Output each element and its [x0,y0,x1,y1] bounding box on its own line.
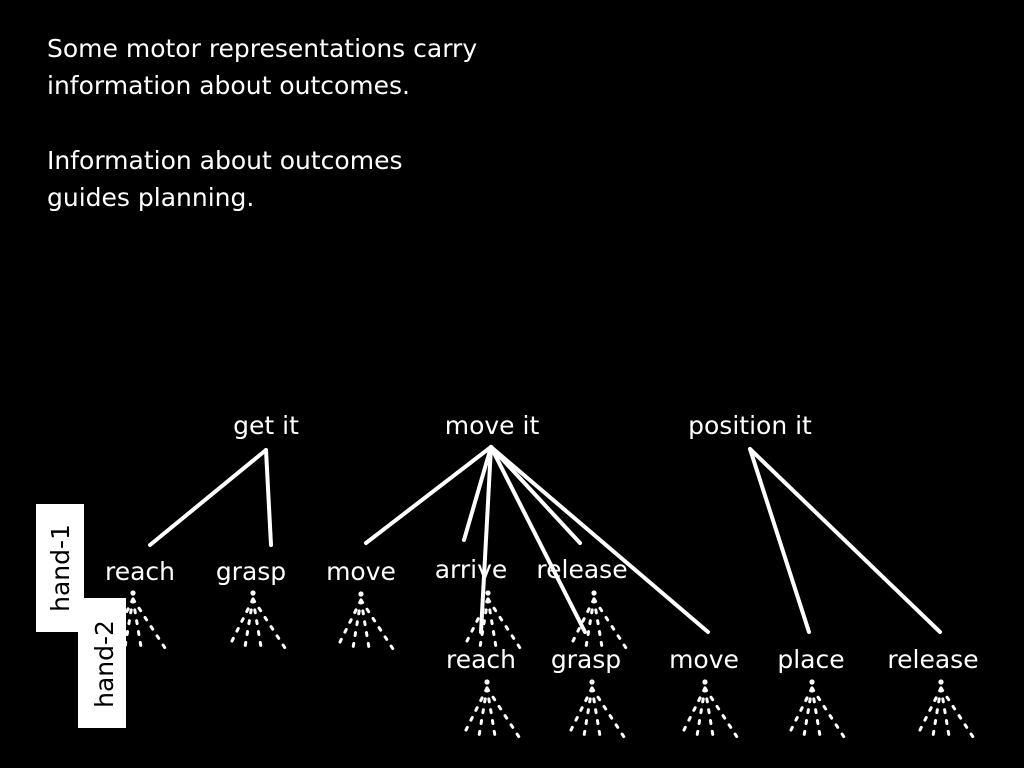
fan-dotted-ray [695,686,707,738]
edge-get-reach [148,448,268,547]
fan-dotted-ray [584,597,596,649]
hand2-release: release [887,645,978,674]
edge-move-move2 [489,445,710,634]
hand2-move: move [669,645,739,674]
sub-action-fan [679,679,741,742]
hierarchy-edges [148,445,942,634]
sub-action-fan [568,590,630,653]
edge-move-reach2 [479,445,493,634]
edge-position-release [748,447,942,634]
fan-apex-dot [485,590,491,596]
edge-get-grasp [264,448,273,547]
fan-dotted-ray [915,686,943,738]
fan-dotted-ray [566,686,594,738]
claim-line: Some motor representations carry [47,34,478,63]
hand1-release: release [536,555,627,584]
fan-dotted-ray [359,598,371,650]
fan-dotted-ray [568,597,596,649]
fan-dotted-ray [107,597,135,649]
fan-dotted-ray [131,597,143,649]
fan-dotted-ray [131,597,169,653]
fan-dotted-ray [592,597,604,649]
fan-dotted-ray [931,686,943,738]
fan-dotted-ray [802,686,814,738]
sub-action-fan [915,679,977,742]
sub-action-fans [107,590,977,742]
hand-1-tag-label: hand-1 [46,524,75,612]
hand1-arrive: arrive [435,555,508,584]
fan-dotted-ray [939,686,951,738]
fan-apex-dot [589,679,595,685]
sub-action-fan [335,591,397,654]
fan-dotted-ray [251,597,263,649]
hand1-reach: reach [105,557,175,586]
hand-2-tag: hand-2 [78,598,126,728]
sub-action-fan [227,590,289,653]
fan-dotted-ray [227,597,255,649]
fan-dotted-ray [810,686,822,738]
fan-apex-dot [130,590,136,596]
claim-guides-planning: Information about outcomes guides planni… [47,142,402,216]
sub-action-fan [462,590,524,653]
claim-line: information about outcomes. [47,71,411,100]
fan-apex-dot [358,591,364,597]
fan-dotted-ray [592,597,630,653]
fan-dotted-ray [810,686,848,742]
fan-dotted-ray [478,597,490,649]
fan-dotted-ray [786,686,814,738]
fan-apex-dot [702,679,708,685]
fan-dotted-ray [590,686,628,742]
fan-dotted-ray [351,598,363,650]
fan-apex-dot [591,590,597,596]
edge-move-arrive [462,445,493,542]
hand-2-tag-label: hand-2 [90,620,119,708]
hand2-place: place [777,645,844,674]
fan-dotted-ray [251,597,289,653]
fan-dotted-ray [939,686,977,742]
edge-move-grasp2 [489,445,587,634]
goal-get-it: get it [233,411,299,440]
sub-action-fan [461,679,523,742]
fan-dotted-ray [486,597,498,649]
fan-dotted-ray [703,686,715,738]
fan-dotted-ray [590,686,602,738]
goal-position-it: position it [688,411,812,440]
hand-1-tag-box [36,504,84,632]
fan-apex-dot [938,679,944,685]
hand2-grasp: grasp [551,645,621,674]
fan-dotted-ray [679,686,707,738]
fan-dotted-ray [335,598,363,650]
goal-move-it: move it [445,411,540,440]
edge-move-release [489,445,582,545]
fan-dotted-ray [485,686,523,742]
hand1-move: move [326,557,396,586]
fan-dotted-ray [582,686,594,738]
edge-move-move [364,445,493,545]
hand1-grasp: grasp [216,557,286,586]
fan-dotted-ray [485,686,497,738]
claim-outcome-information: Some motor representations carry informa… [47,30,477,104]
fan-dotted-ray [461,686,489,738]
claim-line: Information about outcomes [47,146,403,175]
sub-action-fan [566,679,628,742]
fan-dotted-ray [243,597,255,649]
fan-dotted-ray [703,686,741,742]
sub-action-fan [107,590,169,653]
sub-action-fan [786,679,848,742]
fan-apex-dot [250,590,256,596]
fan-apex-dot [809,679,815,685]
fan-dotted-ray [462,597,490,649]
fan-dotted-ray [359,598,397,654]
hand-2-tag-box [78,598,126,728]
fan-dotted-ray [486,597,524,653]
fan-dotted-ray [477,686,489,738]
hand2-reach: reach [446,645,516,674]
claim-line: guides planning. [47,183,255,212]
fan-apex-dot [484,679,490,685]
edge-position-place [748,447,811,634]
hand-1-tag: hand-1 [36,504,84,632]
fan-dotted-ray [123,597,135,649]
